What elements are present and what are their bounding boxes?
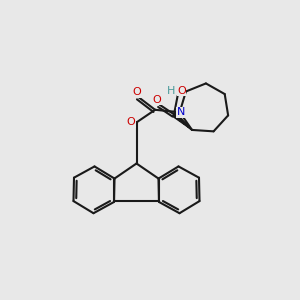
Text: O: O bbox=[133, 87, 142, 97]
Text: O: O bbox=[177, 85, 186, 96]
Text: N: N bbox=[177, 107, 185, 117]
Text: O: O bbox=[127, 117, 136, 127]
Text: H: H bbox=[167, 85, 175, 96]
Text: O: O bbox=[153, 94, 162, 105]
Polygon shape bbox=[172, 112, 192, 130]
